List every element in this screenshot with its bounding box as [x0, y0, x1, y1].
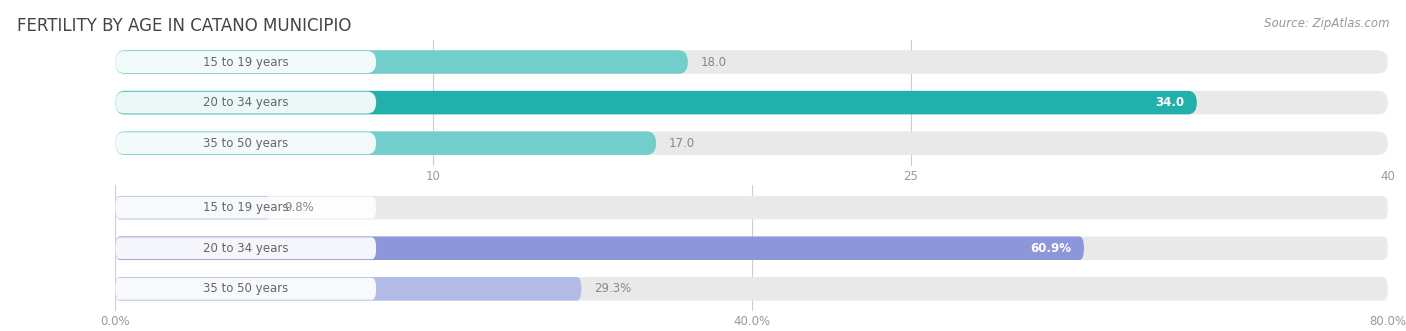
Text: 35 to 50 years: 35 to 50 years: [202, 282, 288, 295]
Text: 15 to 19 years: 15 to 19 years: [202, 56, 288, 69]
FancyBboxPatch shape: [115, 50, 688, 74]
Text: 15 to 19 years: 15 to 19 years: [202, 201, 288, 214]
FancyBboxPatch shape: [115, 196, 271, 219]
Text: 9.8%: 9.8%: [284, 201, 314, 214]
FancyBboxPatch shape: [115, 197, 377, 219]
FancyBboxPatch shape: [115, 131, 1388, 155]
Text: 60.9%: 60.9%: [1031, 242, 1071, 255]
FancyBboxPatch shape: [115, 277, 581, 301]
Text: FERTILITY BY AGE IN CATANO MUNICIPIO: FERTILITY BY AGE IN CATANO MUNICIPIO: [17, 17, 352, 34]
FancyBboxPatch shape: [115, 92, 377, 114]
FancyBboxPatch shape: [115, 91, 1388, 115]
FancyBboxPatch shape: [115, 132, 377, 154]
FancyBboxPatch shape: [115, 278, 377, 300]
FancyBboxPatch shape: [115, 196, 1388, 219]
Text: 34.0: 34.0: [1154, 96, 1184, 109]
Text: 20 to 34 years: 20 to 34 years: [202, 242, 288, 255]
FancyBboxPatch shape: [115, 236, 1084, 260]
Text: Source: ZipAtlas.com: Source: ZipAtlas.com: [1264, 17, 1389, 29]
FancyBboxPatch shape: [115, 50, 1388, 74]
FancyBboxPatch shape: [115, 237, 377, 259]
Text: 17.0: 17.0: [669, 137, 695, 150]
Text: 18.0: 18.0: [700, 56, 727, 69]
FancyBboxPatch shape: [115, 51, 377, 73]
FancyBboxPatch shape: [115, 131, 657, 155]
FancyBboxPatch shape: [115, 91, 1197, 115]
Text: 20 to 34 years: 20 to 34 years: [202, 96, 288, 109]
Text: 35 to 50 years: 35 to 50 years: [202, 137, 288, 150]
Text: 29.3%: 29.3%: [595, 282, 631, 295]
FancyBboxPatch shape: [115, 236, 1388, 260]
FancyBboxPatch shape: [115, 277, 1388, 301]
